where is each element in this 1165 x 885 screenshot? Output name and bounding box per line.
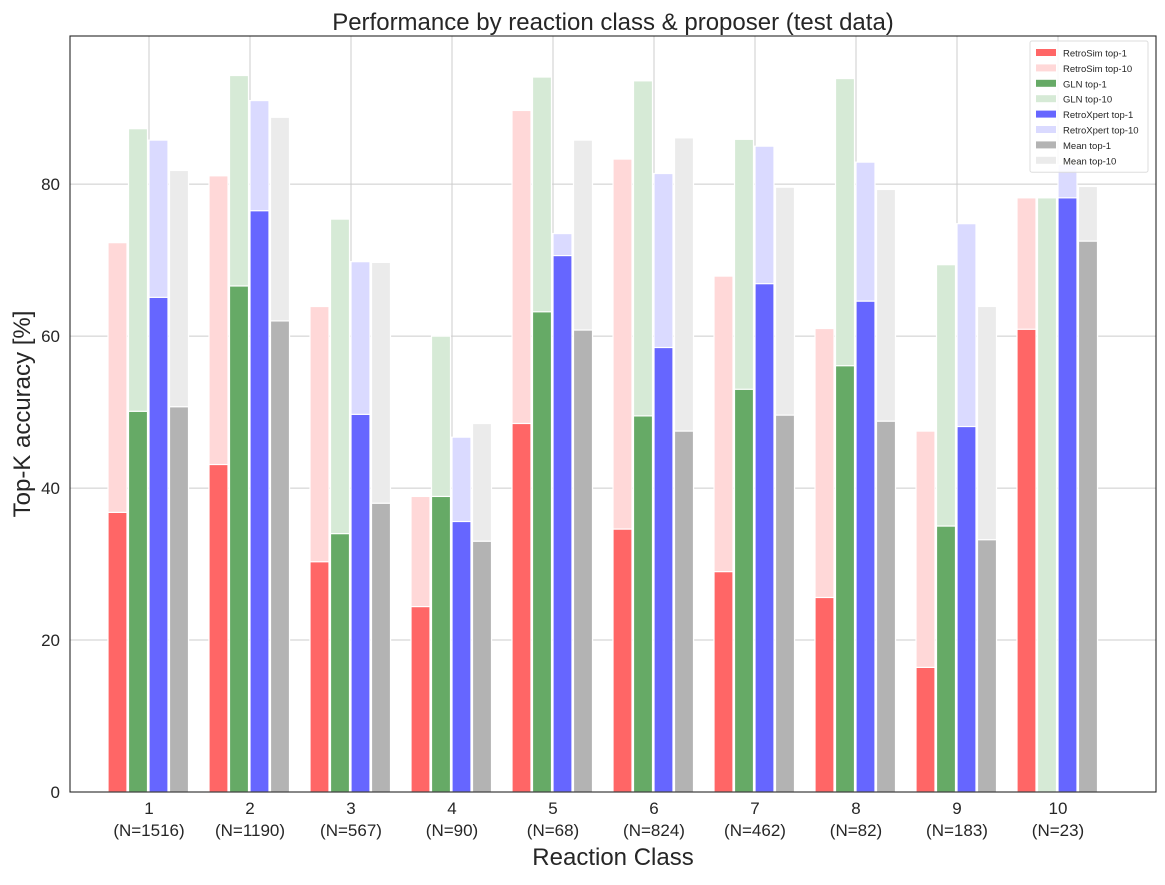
bar-gln-top-1-class-6: [632, 415, 654, 793]
x-tick-label: 9: [952, 799, 961, 818]
bar-retrosim-top-1-class-7: [713, 571, 734, 793]
x-axis-label: Reaction Class: [532, 844, 693, 871]
legend-label: Mean top-10: [1063, 156, 1116, 167]
legend-swatch: [1036, 49, 1056, 56]
bar-retroxpert-top-1-class-5: [552, 254, 573, 793]
x-tick-count-label: (N=824): [623, 821, 685, 840]
legend-box: [1029, 40, 1149, 173]
x-tick-count-label: (N=462): [724, 821, 786, 840]
y-tick-label: 40: [41, 479, 60, 498]
x-tick-label: 4: [447, 799, 456, 818]
x-tick-label: 8: [851, 799, 860, 818]
x-tick-label: 1: [144, 799, 153, 818]
bar-retroxpert-top-1-class-10: [1057, 197, 1078, 793]
bar-retroxpert-top-1-class-7: [754, 283, 775, 793]
y-tick-label: 20: [41, 631, 60, 650]
bar-retroxpert-top-1-class-2: [249, 210, 270, 793]
legend-swatch: [1036, 110, 1056, 118]
plot-frame: [69, 35, 1157, 793]
bar-retrosim-top-1-class-5: [511, 422, 532, 793]
x-tick-count-label: (N=23): [1032, 821, 1084, 840]
bar-mean-top-1-class-9: [976, 539, 998, 793]
bar-retroxpert-top-1-class-8: [855, 300, 876, 793]
bar-gln-top-1-class-8: [834, 365, 856, 793]
bar-retrosim-top-1-class-3: [309, 561, 330, 793]
legend-swatch: [1036, 79, 1056, 87]
bar-gln-top-1-class-7: [733, 388, 755, 793]
bar-gln-top-1-class-2: [228, 285, 250, 793]
x-tick-label: 3: [346, 799, 355, 818]
bar-mean-top-1-class-5: [572, 329, 594, 793]
bar-retroxpert-top-1-class-3: [350, 413, 371, 793]
x-tick-label: 10: [1049, 799, 1068, 818]
bar-mean-top-1-class-3: [370, 502, 392, 793]
legend-swatch: [1036, 156, 1056, 164]
x-tick-count-label: (N=90): [426, 821, 478, 840]
bar-gln-top-1-class-3: [329, 533, 351, 793]
legend-label: GLN top-1: [1063, 79, 1107, 90]
x-tick-count-label: (N=82): [830, 821, 882, 840]
bar-mean-top-1-class-7: [774, 414, 796, 793]
legend-label: RetroXpert top-1: [1063, 110, 1133, 121]
bar-gln-top-1-class-4: [430, 495, 452, 793]
bar-mean-top-1-class-2: [269, 320, 291, 793]
bar-retroxpert-top-1-class-1: [148, 296, 169, 793]
legend-label: RetroXpert top-10: [1063, 126, 1139, 137]
bar-retrosim-top-1-class-1: [107, 511, 128, 793]
bar-retroxpert-top-1-class-4: [451, 520, 472, 793]
legend-label: RetroSim top-1: [1063, 49, 1127, 60]
bar-gln-top-1-class-1: [127, 410, 149, 793]
y-tick-label: 60: [41, 327, 60, 346]
legend-swatch: [1036, 64, 1056, 72]
x-tick-count-label: (N=183): [926, 821, 988, 840]
legend-swatch: [1036, 141, 1056, 149]
bar-mean-top-1-class-8: [875, 420, 897, 793]
legend-swatch: [1036, 126, 1056, 133]
x-tick-label: 6: [649, 799, 658, 818]
x-tick-count-label: (N=1516): [113, 821, 184, 840]
bar-retroxpert-top-1-class-9: [956, 425, 977, 793]
bar-retrosim-top-1-class-2: [208, 463, 229, 793]
bar-gln-top-1-class-5: [531, 311, 553, 793]
tick-labels: 0 20 40 60 80 1 (N=1516) 2 (N=1190) 3 (N=567) 4 (N=9…: [41, 175, 1084, 840]
bar-retrosim-top-1-class-4: [410, 606, 431, 793]
y-tick-label: 80: [41, 175, 60, 194]
bar-gln-top-1-class-9: [935, 525, 957, 793]
legend-label: RetroSim top-10: [1063, 64, 1132, 75]
x-tick-count-label: (N=567): [320, 821, 382, 840]
bar-retrosim-top-1-class-6: [612, 528, 633, 793]
bar-mean-top-1-class-4: [471, 540, 493, 793]
bar-mean-top-1-class-10: [1077, 240, 1099, 793]
legend-label: Mean top-1: [1063, 141, 1111, 152]
y-axis-label: Top-K accuracy [%]: [9, 311, 36, 518]
legend-label: GLN top-10: [1063, 95, 1112, 106]
x-tick-label: 5: [548, 799, 557, 818]
x-tick-label: 2: [245, 799, 254, 818]
legend: RetroSim top-1 RetroSim top-10 GLN top-1 GL…: [1029, 40, 1149, 173]
bar-retrosim-top-1-class-8: [814, 596, 835, 793]
bar-retroxpert-top-1-class-6: [653, 346, 674, 793]
bar-mean-top-1-class-1: [168, 406, 190, 793]
x-tick-count-label: (N=1190): [215, 821, 285, 840]
bar-retrosim-top-1-class-10: [1016, 328, 1037, 793]
legend-swatch: [1036, 95, 1056, 103]
bar-mean-top-1-class-6: [673, 430, 695, 793]
bar-retrosim-top-1-class-9: [915, 666, 936, 793]
chart-title: Performance by reaction class & proposer…: [332, 9, 894, 36]
x-tick-count-label: (N=68): [527, 821, 579, 840]
x-tick-label: 7: [750, 799, 759, 818]
bar-gln-top-10-class-10: [1036, 197, 1058, 793]
y-tick-label: 0: [51, 783, 60, 802]
